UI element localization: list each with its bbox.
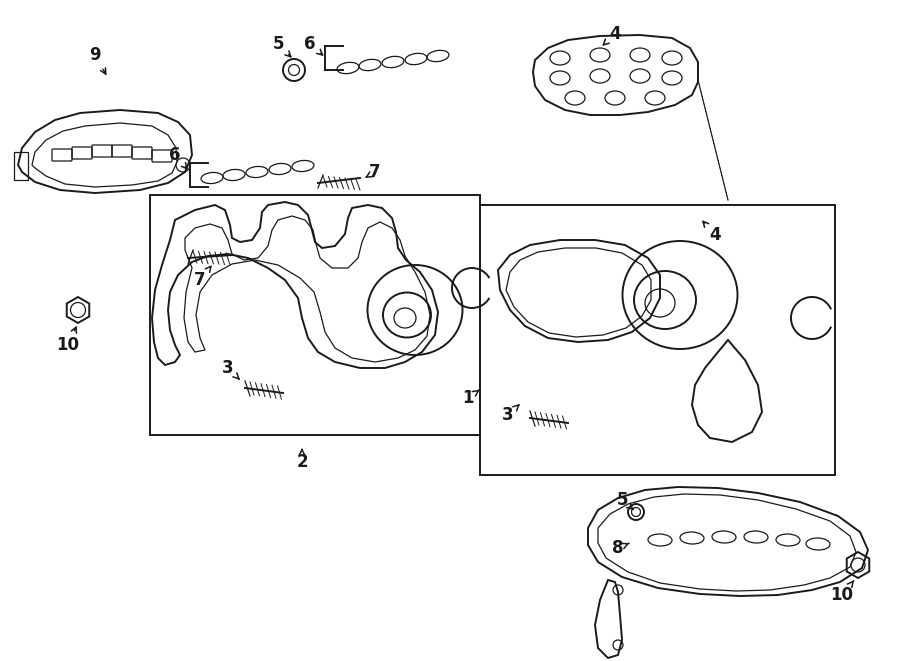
Text: 10: 10	[57, 327, 79, 354]
Text: 3: 3	[222, 359, 239, 379]
Text: 6: 6	[304, 35, 322, 55]
Text: 5: 5	[616, 491, 633, 510]
Text: 8: 8	[612, 539, 629, 557]
Bar	[150, 195, 480, 435]
Text: 1: 1	[463, 389, 479, 407]
Text: 5: 5	[272, 35, 291, 57]
Text: 10: 10	[831, 581, 853, 604]
Text: 6: 6	[169, 146, 187, 169]
Bar	[480, 205, 835, 475]
Text: 4: 4	[703, 221, 721, 244]
Text: 4: 4	[603, 25, 621, 45]
Text: 3: 3	[502, 405, 519, 424]
Text: 9: 9	[89, 46, 106, 74]
Text: 7: 7	[366, 163, 381, 181]
Text: 7: 7	[194, 266, 211, 289]
Text: 2: 2	[296, 449, 308, 471]
